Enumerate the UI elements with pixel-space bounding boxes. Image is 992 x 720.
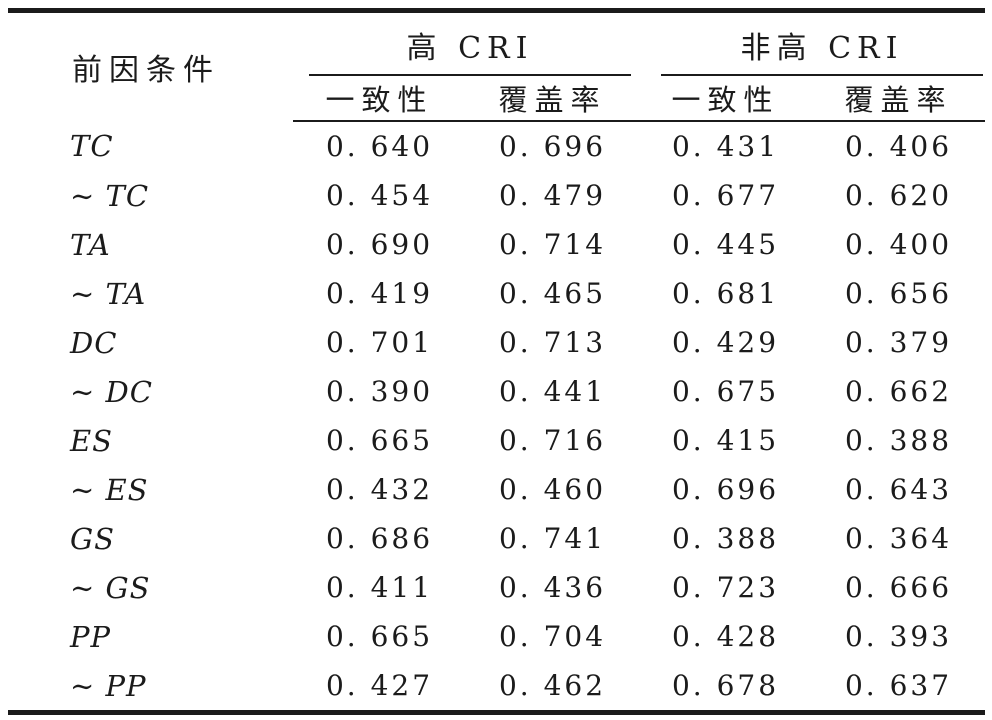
table-row: TA 0. 690 0. 714 0. 445 0. 400 xyxy=(8,220,985,269)
group-header-row: 前因条件 高 CRI 非高 CRI xyxy=(8,11,985,88)
condition-cell: TC xyxy=(70,129,114,163)
value-cell: 0. 415 xyxy=(671,424,780,457)
value-cell: 0. 666 xyxy=(844,571,953,604)
value-cell: 0. 686 xyxy=(325,522,434,555)
condition-cell: ∼ DC xyxy=(70,374,153,409)
value-cell: 0. 406 xyxy=(844,130,953,163)
condition-cell: PP xyxy=(70,619,112,654)
table-row: ∼ DC 0. 390 0. 441 0. 675 0. 662 xyxy=(8,367,985,416)
value-cell: 0. 716 xyxy=(498,424,607,457)
value-cell: 0. 665 xyxy=(325,424,434,457)
column-header-coverage-high: 覆盖率 xyxy=(466,76,639,122)
value-cell: 0. 704 xyxy=(498,620,607,653)
value-cell: 0. 640 xyxy=(325,130,434,163)
column-header-condition: 前因条件 xyxy=(72,53,220,88)
value-cell: 0. 701 xyxy=(325,326,434,359)
table-row: DC 0. 701 0. 713 0. 429 0. 379 xyxy=(8,318,985,367)
value-cell: 0. 445 xyxy=(671,228,780,261)
column-header-consistency-nonhigh: 一致性 xyxy=(639,76,812,122)
value-cell: 0. 436 xyxy=(498,571,607,604)
condition-cell: GS xyxy=(70,521,116,556)
value-cell: 0. 643 xyxy=(844,473,953,506)
condition-cell: TA xyxy=(70,227,111,262)
value-cell: 0. 454 xyxy=(325,179,434,212)
column-header-coverage-nonhigh: 覆盖率 xyxy=(812,76,985,122)
condition-cell: ∼ GS xyxy=(70,570,151,605)
value-cell: 0. 678 xyxy=(671,669,780,702)
table-row: TC 0. 640 0. 696 0. 431 0. 406 xyxy=(8,121,985,171)
table-row: GS 0. 686 0. 741 0. 388 0. 364 xyxy=(8,514,985,563)
value-cell: 0. 741 xyxy=(498,522,607,555)
condition-cell: ∼ PP xyxy=(70,668,147,703)
value-cell: 0. 465 xyxy=(498,277,607,310)
value-cell: 0. 441 xyxy=(498,375,607,408)
value-cell: 0. 429 xyxy=(671,326,780,359)
value-cell: 0. 690 xyxy=(325,228,434,261)
value-cell: 0. 427 xyxy=(325,669,434,702)
value-cell: 0. 713 xyxy=(498,326,607,359)
column-header-consistency-high: 一致性 xyxy=(293,76,466,122)
group-label-nonhigh-cri: 非高 CRI xyxy=(740,31,904,66)
group-header-high-cri: 高 CRI xyxy=(293,11,639,76)
value-cell: 0. 428 xyxy=(671,620,780,653)
table-row: ∼ TC 0. 454 0. 479 0. 677 0. 620 xyxy=(8,171,985,220)
value-cell: 0. 677 xyxy=(671,179,780,212)
value-cell: 0. 393 xyxy=(844,620,953,653)
value-cell: 0. 681 xyxy=(671,277,780,310)
value-cell: 0. 637 xyxy=(844,669,953,702)
value-cell: 0. 364 xyxy=(844,522,953,555)
value-cell: 0. 460 xyxy=(498,473,607,506)
condition-cell: ∼ ES xyxy=(70,472,149,507)
table-row: ES 0. 665 0. 716 0. 415 0. 388 xyxy=(8,416,985,465)
necessity-analysis-table-wrap: 前因条件 高 CRI 非高 CRI 一致性 覆盖率 一致性 覆盖率 xyxy=(8,8,985,715)
condition-cell: ∼ TA xyxy=(70,276,147,311)
table-row: PP 0. 665 0. 704 0. 428 0. 393 xyxy=(8,612,985,661)
value-cell: 0. 388 xyxy=(844,424,953,457)
table-header: 前因条件 高 CRI 非高 CRI 一致性 覆盖率 一致性 覆盖率 xyxy=(8,11,985,122)
condition-cell: ∼ TC xyxy=(70,178,150,213)
table-row: ∼ GS 0. 411 0. 436 0. 723 0. 666 xyxy=(8,563,985,612)
value-cell: 0. 390 xyxy=(325,375,434,408)
value-cell: 0. 462 xyxy=(498,669,607,702)
value-cell: 0. 479 xyxy=(498,179,607,212)
value-cell: 0. 431 xyxy=(671,130,780,163)
value-cell: 0. 662 xyxy=(844,375,953,408)
table-row: ∼ PP 0. 427 0. 462 0. 678 0. 637 xyxy=(8,661,985,713)
value-cell: 0. 656 xyxy=(844,277,953,310)
necessity-analysis-table: 前因条件 高 CRI 非高 CRI 一致性 覆盖率 一致性 覆盖率 xyxy=(8,8,985,715)
group-label-high-cri: 高 CRI xyxy=(406,31,534,66)
table-row: ∼ TA 0. 419 0. 465 0. 681 0. 656 xyxy=(8,269,985,318)
group-header-nonhigh-cri: 非高 CRI xyxy=(639,11,985,76)
value-cell: 0. 620 xyxy=(844,179,953,212)
table-row: ∼ ES 0. 432 0. 460 0. 696 0. 643 xyxy=(8,465,985,514)
value-cell: 0. 675 xyxy=(671,375,780,408)
value-cell: 0. 411 xyxy=(325,571,434,604)
value-cell: 0. 696 xyxy=(671,473,780,506)
table-body: TC 0. 640 0. 696 0. 431 0. 406 ∼ TC 0. 4… xyxy=(8,121,985,713)
value-cell: 0. 714 xyxy=(498,228,607,261)
sub-header-row: 一致性 覆盖率 一致性 覆盖率 xyxy=(8,76,985,122)
value-cell: 0. 665 xyxy=(325,620,434,653)
value-cell: 0. 419 xyxy=(325,277,434,310)
value-cell: 0. 388 xyxy=(671,522,780,555)
condition-cell: ES xyxy=(70,423,114,458)
value-cell: 0. 696 xyxy=(498,130,607,163)
condition-cell: DC xyxy=(70,325,118,360)
value-cell: 0. 379 xyxy=(844,326,953,359)
value-cell: 0. 723 xyxy=(671,571,780,604)
value-cell: 0. 432 xyxy=(325,473,434,506)
value-cell: 0. 400 xyxy=(844,228,953,261)
